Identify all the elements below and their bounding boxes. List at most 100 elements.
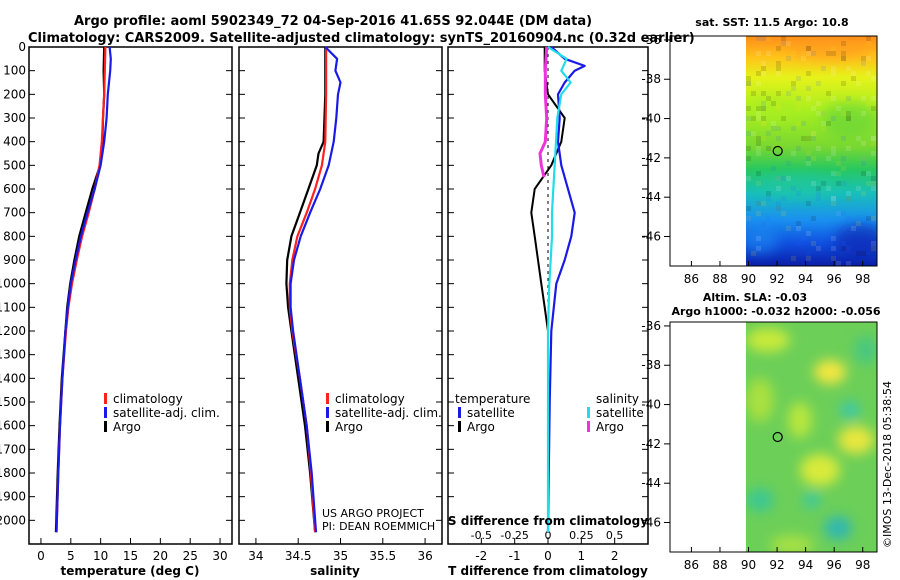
s-difference-tick-label: -0.5 [471,529,492,542]
pressure-tick-label: 100 [3,64,26,78]
series-line-satellite-adj-clim- [55,46,112,533]
temperature-tick-label: 15 [123,549,138,563]
series-line-climatology [55,46,107,533]
legend-label-argo: Argo [113,420,141,434]
latitude-tick-label: -40 [641,398,661,412]
legend-swatch-t-satellite [458,407,461,418]
salinity-axis: 34 34.5 35 35.5 36 [239,46,442,563]
s-difference-tick-label: 0.5 [606,529,624,542]
sla-map-subtitle: Argo h1000: -0.032 h2000: -0.056 [671,305,880,318]
temperature-axis: 0 5 10 15 20 25 30 [37,538,228,563]
credit-line2: PI: DEAN ROEMMICH [322,520,435,533]
legend-label-satellite: satellite-adj. clim. [335,406,442,420]
salinity-tick-label: 35 [333,549,348,563]
figure-title-line1: Argo profile: aoml 5902349_72 04-Sep-201… [74,14,592,29]
legend-label-argo: Argo [335,420,363,434]
pressure-tick-label: 800 [3,229,26,243]
series-line-argo [54,46,106,533]
series-line-argo-salinity- [538,46,549,178]
legend-swatch-climatology [104,393,107,404]
pressure-tick-label: 200 [3,87,26,101]
salinity-series [285,46,342,533]
longitude-tick-label: 90 [741,272,756,286]
sst-profile-location-marker [772,145,783,157]
salinity-tick-label: 34 [248,549,263,563]
temperature-tick-label: 10 [93,549,108,563]
series-line-argo-temperature- [530,47,566,533]
s-difference-axis-label: S difference from climatology [448,514,648,528]
series-line-argo [285,47,327,533]
longitude-tick-label: 98 [855,272,870,286]
legend-label-climatology: climatology [335,392,405,406]
longitude-tick-label: 92 [769,558,784,572]
legend-swatch-s-satellite [587,407,590,418]
longitude-tick-label: 94 [798,272,813,286]
longitude-tick-label: 92 [769,272,784,286]
legend-swatch-s-argo [587,421,590,432]
legend-swatch-t-argo [458,421,461,432]
legend-label-s-satellite: satellite [596,406,644,420]
sst-map-axes: -36 -38 -40 -42 -44 -46 86 88 90 92 94 96 98 [641,33,870,286]
pressure-tick-label: 500 [3,158,26,172]
sst-map-panel: sat. SST: 11.5 Argo: 10.8 -36 -38 -40 -42 -4… [641,16,878,286]
pressure-tick-label: 0 [18,40,26,54]
longitude-tick-label: 94 [798,558,813,572]
sla-map-axes: -36 -38 -40 -42 -44 -46 86 88 90 92 94 96 98 [641,319,870,572]
latitude-tick-label: -44 [641,190,661,204]
legend-swatch-satellite [104,407,107,418]
longitude-tick-label: 96 [827,272,842,286]
t-difference-tick-label: 1 [578,549,586,563]
legend-label-t-satellite: satellite [467,406,515,420]
legend-swatch-argo [326,421,329,432]
series-line-satellite-temperature- [546,46,586,533]
sla-map-panel: Altim. SLA: -0.03 Argo h1000: -0.032 h20… [641,291,880,572]
difference-series [530,46,586,533]
legend-title-temperature: temperature [455,392,530,406]
sla-map-frame [669,321,878,553]
temperature-panel: 0100200300400500600700800900100011001200… [0,40,233,578]
pressure-tick-label: 2000 [0,513,26,527]
legend-swatch-satellite [326,407,329,418]
longitude-tick-label: 96 [827,558,842,572]
pressure-tick-label: 300 [3,111,26,125]
s-difference-tick-label: 0.25 [569,529,594,542]
pressure-tick-label: 600 [3,182,26,196]
latitude-tick-label: -40 [641,112,661,126]
latitude-tick-label: -36 [641,33,661,47]
sla-profile-location-marker [772,431,783,443]
sst-map-title: sat. SST: 11.5 Argo: 10.8 [695,16,848,29]
s-difference-tick-label: 0 [545,529,552,542]
temperature-tick-label: 5 [67,549,75,563]
longitude-tick-label: 86 [684,272,699,286]
temperature-tick-label: 25 [183,549,198,563]
t-difference-tick-label: -1 [509,549,521,563]
latitude-tick-label: -42 [641,151,661,165]
legend-label-satellite: satellite-adj. clim. [113,406,220,420]
pressure-tick-label: 1600 [0,419,26,433]
latitude-tick-label: -46 [641,230,661,244]
salinity-legend: climatology satellite-adj. clim. Argo [326,392,442,434]
latitude-tick-label: -44 [641,476,661,490]
legend-label-climatology: climatology [113,392,183,406]
latitude-tick-label: -38 [641,358,661,372]
pressure-tick-label: 700 [3,206,26,220]
temperature-legend: climatology satellite-adj. clim. Argo [104,392,220,434]
t-difference-tick-label: 0 [544,549,552,563]
t-difference-tick-label: -2 [475,549,487,563]
temperature-tick-label: 0 [37,549,45,563]
pressure-tick-label: 1900 [0,490,26,504]
series-line-satellite-salinity- [546,46,572,533]
figure-timestamp: ©IMOS 13-Dec-2018 05:38:54 [881,381,894,548]
temperature-series [54,46,112,533]
salinity-axis-label: salinity [310,564,360,578]
latitude-tick-label: -36 [641,319,661,333]
pressure-tick-label: 1500 [0,395,26,409]
series-line-satellite-adj-clim- [289,46,342,533]
difference-panel: -2 -1 0 1 2 -0.5 -0.25 0 0.25 0.5 temperature sal… [447,46,649,578]
salinity-plot-frame [238,46,443,545]
latitude-tick-label: -38 [641,72,661,86]
pressure-tick-label: 1100 [0,300,26,314]
pressure-tick-label: 1200 [0,324,26,338]
legend-title-salinity: salinity [596,392,639,406]
pressure-tick-label: 1000 [0,277,26,291]
